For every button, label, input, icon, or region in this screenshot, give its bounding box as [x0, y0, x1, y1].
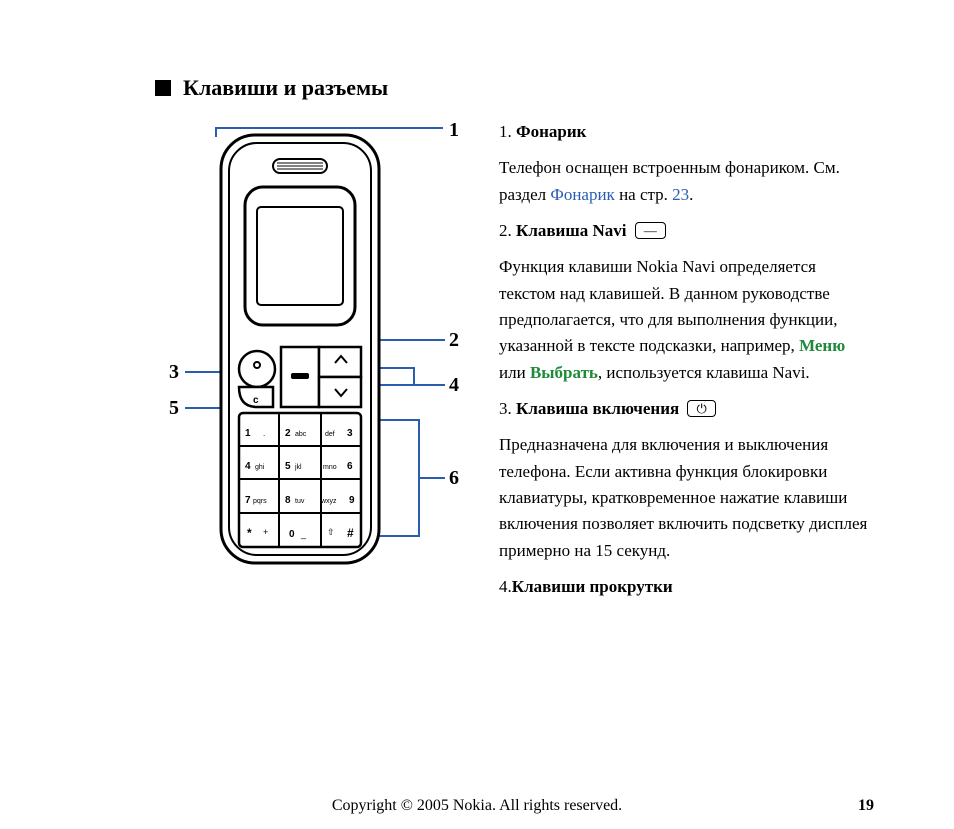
ui-text-menu: Меню: [799, 336, 845, 355]
item-4-title: 4.Клавиши прокрутки: [499, 574, 875, 600]
svg-text:9: 9: [349, 495, 355, 506]
svg-text:ghi: ghi: [255, 464, 265, 471]
svg-text:def: def: [325, 431, 335, 438]
navi-key-icon: —: [635, 222, 666, 239]
item-3-num: 3.: [499, 399, 516, 418]
item-2-title: 2. Клавиша Navi —: [499, 218, 875, 244]
phone-svg: c 1: [215, 129, 385, 569]
svg-text:#: #: [347, 526, 354, 540]
diagram-column: 1 2 3 4 5 6: [155, 119, 475, 611]
svg-text:3: 3: [347, 428, 353, 439]
item-2-body: Функция клавиши Nokia Navi определяется …: [499, 254, 875, 386]
svg-text:⇧: ⇧: [327, 527, 335, 537]
svg-text:6: 6: [347, 461, 353, 472]
heading-text: Клавиши и разъемы: [183, 75, 388, 101]
item-2-num: 2.: [499, 221, 516, 240]
callout-6: 6: [449, 467, 459, 490]
link-flashlight[interactable]: Фонарик: [550, 185, 614, 204]
link-page-23[interactable]: 23: [672, 185, 689, 204]
svg-text:abc: abc: [295, 431, 307, 438]
svg-text:_: _: [300, 529, 307, 539]
svg-text:2: 2: [285, 428, 291, 439]
text-column: 1. Фонарик Телефон оснащен встроенным фо…: [499, 119, 875, 611]
ui-text-select: Выбрать: [530, 363, 598, 382]
svg-text:0: 0: [289, 529, 295, 540]
item-3-title: 3. Клавиша включения ⏻: [499, 396, 875, 422]
callout-4: 4: [449, 374, 459, 397]
callout-5: 5: [169, 397, 179, 420]
copyright-text: Copyright © 2005 Nokia. All rights reser…: [332, 797, 622, 815]
item-3-bold: Клавиша включения: [516, 399, 679, 418]
callout-1: 1: [449, 119, 459, 142]
page-number: 19: [858, 797, 874, 815]
svg-text:+: +: [263, 527, 268, 537]
svg-text:.: .: [263, 429, 265, 438]
item-2-bold: Клавиша Navi: [516, 221, 626, 240]
phone-illustration: c 1: [215, 129, 385, 569]
svg-text:1: 1: [245, 428, 251, 439]
svg-text:jkl: jkl: [294, 464, 302, 471]
item-1-bold: Фонарик: [516, 122, 586, 141]
section-heading: Клавиши и разъемы: [155, 75, 875, 101]
callout-line-6c: [418, 477, 445, 479]
callout-3: 3: [169, 361, 179, 384]
svg-text:5: 5: [285, 461, 291, 472]
callout-line-4v: [413, 367, 415, 384]
item-1-body: Телефон оснащен встроенным фонариком. См…: [499, 155, 875, 208]
item-4-num: 4.: [499, 577, 512, 596]
callout-2: 2: [449, 329, 459, 352]
svg-text:8: 8: [285, 495, 291, 506]
svg-text:*: *: [247, 526, 252, 540]
heading-bullet-icon: [155, 80, 171, 96]
svg-text:4: 4: [245, 461, 251, 472]
svg-text:tuv: tuv: [295, 498, 305, 505]
svg-text:wxyz: wxyz: [320, 498, 337, 505]
svg-text:c: c: [253, 395, 259, 406]
svg-text:pqrs: pqrs: [253, 498, 267, 505]
item-3-body: Предназначена для включения и выключения…: [499, 432, 875, 564]
item-1-num: 1.: [499, 122, 516, 141]
item-4-bold: Клавиши прокрутки: [512, 577, 673, 596]
svg-text:mno: mno: [323, 464, 337, 471]
power-key-icon: ⏻: [687, 400, 715, 417]
svg-text:7: 7: [245, 495, 251, 506]
item-1-title: 1. Фонарик: [499, 119, 875, 145]
